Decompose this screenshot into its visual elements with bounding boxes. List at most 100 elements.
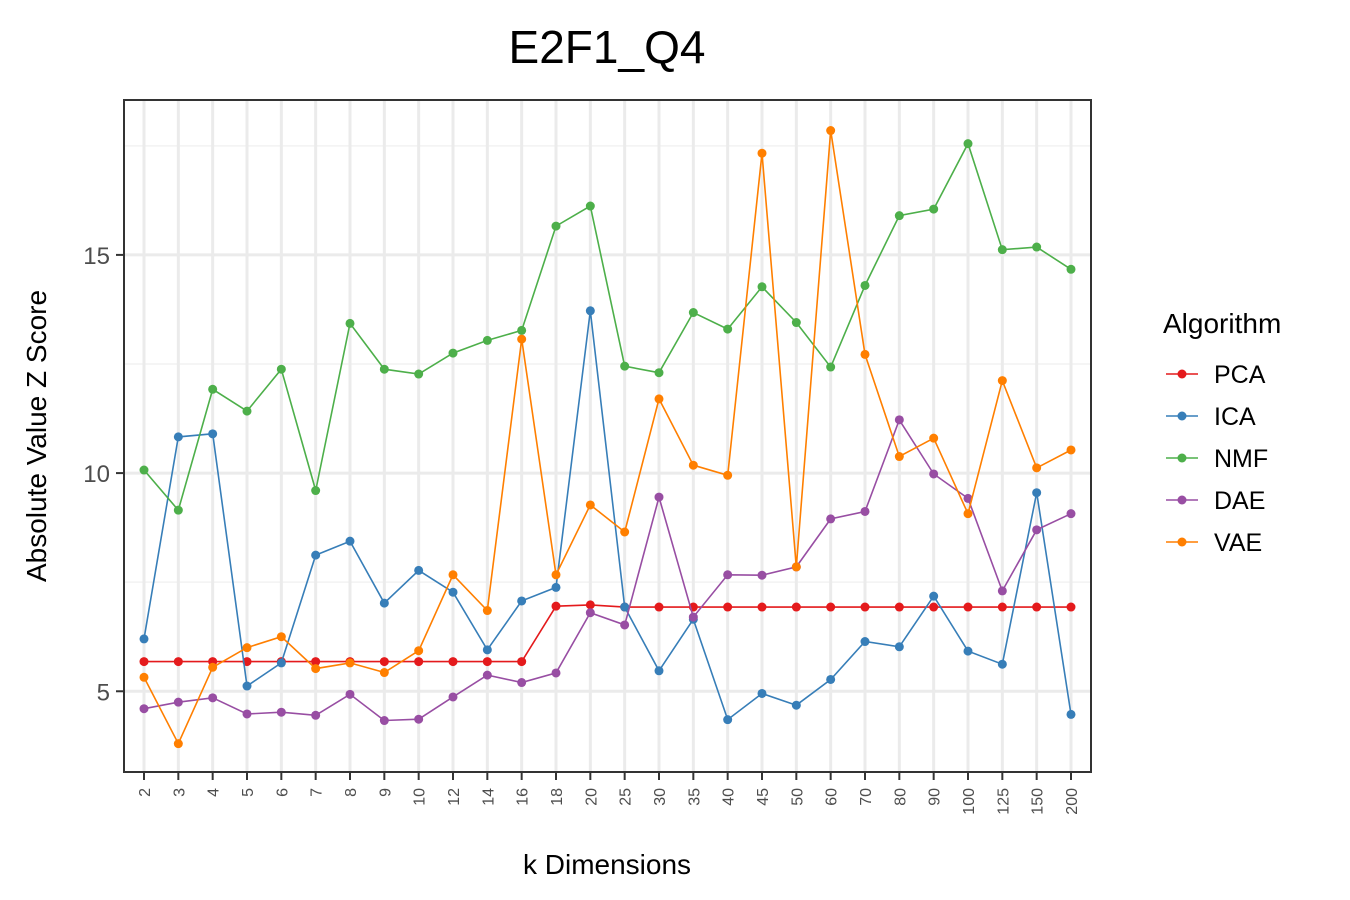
y-tick-label: 15 xyxy=(83,243,110,270)
data-point-nmf xyxy=(723,324,733,334)
legend-title: Algorithm xyxy=(1163,308,1281,339)
data-point-vae xyxy=(173,739,183,749)
data-point-pca xyxy=(379,657,389,667)
data-point-nmf xyxy=(654,368,664,378)
data-point-nmf xyxy=(173,505,183,515)
legend-item-dae: DAE xyxy=(1166,487,1265,515)
data-point-ica xyxy=(963,646,973,656)
data-point-dae xyxy=(963,493,973,503)
data-point-pca xyxy=(929,602,939,612)
series-ica xyxy=(139,306,1076,725)
data-point-vae xyxy=(997,376,1007,386)
data-point-pca xyxy=(757,602,767,612)
series-pca xyxy=(139,600,1076,667)
data-point-nmf xyxy=(311,486,321,496)
data-point-vae xyxy=(654,394,664,404)
data-point-vae xyxy=(860,349,870,359)
data-point-pca xyxy=(585,600,595,610)
data-point-ica xyxy=(139,634,149,644)
data-point-pca xyxy=(1032,602,1042,612)
data-point-pca xyxy=(311,657,321,667)
legend-label: ICA xyxy=(1214,403,1256,431)
data-point-dae xyxy=(826,514,836,524)
x-tick-label: 2 xyxy=(137,788,154,797)
data-point-dae xyxy=(1066,509,1076,519)
x-tick-label: 6 xyxy=(274,788,291,797)
plot-panel-border xyxy=(123,99,1092,773)
data-point-ica xyxy=(894,642,904,652)
data-point-dae xyxy=(173,697,183,707)
data-point-dae xyxy=(482,670,492,680)
data-point-nmf xyxy=(929,204,939,214)
data-point-dae xyxy=(345,689,355,699)
x-tick-label: 200 xyxy=(1064,788,1081,815)
x-tick-label: 30 xyxy=(652,788,669,806)
x-tick-label: 35 xyxy=(686,788,703,806)
data-point-vae xyxy=(414,646,424,656)
data-point-dae xyxy=(723,570,733,580)
y-axis-title: Absolute Value Z Score xyxy=(21,290,52,582)
x-tick-label: 100 xyxy=(961,788,978,815)
data-point-vae xyxy=(929,433,939,443)
data-point-vae xyxy=(585,500,595,510)
y-tick-label: 10 xyxy=(83,461,110,488)
data-point-pca xyxy=(791,602,801,612)
data-point-nmf xyxy=(1066,264,1076,274)
legend-key-point xyxy=(1177,537,1187,547)
x-tick-label: 18 xyxy=(549,788,566,806)
data-point-ica xyxy=(242,681,252,691)
x-tick-label: 8 xyxy=(343,788,360,797)
x-tick-label: 150 xyxy=(1030,788,1047,815)
data-point-pca xyxy=(414,657,424,667)
data-point-ica xyxy=(791,700,801,710)
x-tick-label: 5 xyxy=(240,788,257,797)
legend-label: NMF xyxy=(1214,445,1268,473)
x-tick-label: 125 xyxy=(995,788,1012,815)
data-point-nmf xyxy=(688,308,698,318)
chart-title: E2F1_Q4 xyxy=(509,21,706,73)
data-point-nmf xyxy=(791,318,801,328)
data-point-dae xyxy=(620,620,630,630)
y-axis: 5 10 15 xyxy=(83,243,124,706)
data-point-dae xyxy=(688,612,698,622)
data-point-ica xyxy=(723,715,733,725)
data-point-dae xyxy=(517,678,527,688)
legend-key-point xyxy=(1177,411,1187,421)
data-point-dae xyxy=(585,608,595,618)
data-point-ica xyxy=(173,432,183,442)
data-point-vae xyxy=(688,460,698,470)
data-point-vae xyxy=(551,570,561,580)
data-point-dae xyxy=(1032,525,1042,535)
data-point-pca xyxy=(826,602,836,612)
data-point-ica xyxy=(1032,488,1042,498)
minor-gridlines xyxy=(124,145,1091,583)
data-point-nmf xyxy=(860,280,870,290)
data-point-vae xyxy=(723,470,733,480)
data-point-pca xyxy=(139,657,149,667)
data-point-dae xyxy=(929,469,939,479)
x-tick-label: 40 xyxy=(721,788,738,806)
data-point-pca xyxy=(654,602,664,612)
x-tick-label: 45 xyxy=(755,788,772,806)
data-point-vae xyxy=(894,452,904,462)
data-point-pca xyxy=(173,657,183,667)
data-point-nmf xyxy=(826,362,836,372)
data-point-vae xyxy=(311,664,321,674)
series-nmf xyxy=(139,139,1076,515)
data-point-pca xyxy=(894,602,904,612)
x-tick-label: 14 xyxy=(480,788,497,806)
data-point-vae xyxy=(448,570,458,580)
legend-key-point xyxy=(1177,495,1187,505)
x-tick-label: 12 xyxy=(446,788,463,806)
data-point-ica xyxy=(517,596,527,606)
x-tick-label: 70 xyxy=(858,788,875,806)
data-point-dae xyxy=(757,570,767,580)
data-point-ica xyxy=(311,550,321,560)
data-point-dae xyxy=(311,710,321,720)
data-point-ica xyxy=(860,637,870,647)
series-line-ica xyxy=(143,310,1072,721)
series-layer xyxy=(139,126,1076,749)
data-point-ica xyxy=(414,565,424,575)
data-point-dae xyxy=(208,693,218,703)
legend-label: VAE xyxy=(1214,529,1262,557)
